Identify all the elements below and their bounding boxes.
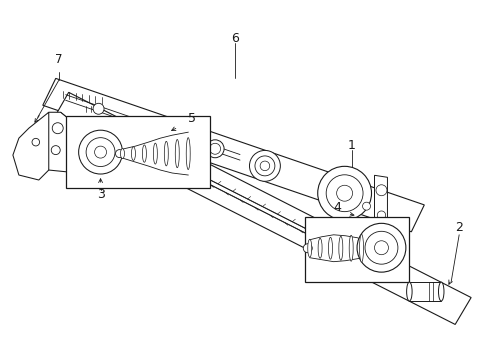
Polygon shape [374, 175, 386, 235]
Ellipse shape [318, 238, 322, 258]
Circle shape [260, 161, 269, 171]
Ellipse shape [438, 282, 443, 301]
Text: 4: 4 [333, 201, 341, 215]
Circle shape [362, 202, 370, 210]
Circle shape [206, 140, 224, 158]
Ellipse shape [175, 139, 179, 168]
Circle shape [375, 185, 386, 196]
Ellipse shape [131, 147, 135, 161]
Circle shape [51, 146, 60, 154]
Ellipse shape [142, 145, 146, 162]
Ellipse shape [338, 236, 342, 260]
Circle shape [32, 138, 40, 146]
Ellipse shape [328, 237, 332, 259]
Circle shape [364, 231, 397, 264]
Circle shape [115, 150, 123, 158]
Circle shape [377, 211, 385, 219]
Circle shape [79, 130, 122, 174]
Circle shape [209, 143, 220, 154]
Polygon shape [53, 92, 470, 324]
Text: 1: 1 [347, 139, 355, 152]
Ellipse shape [186, 138, 190, 170]
Polygon shape [39, 112, 82, 172]
Circle shape [94, 146, 106, 158]
Bar [304, 217, 408, 282]
Text: 3: 3 [97, 188, 104, 202]
Ellipse shape [153, 143, 157, 164]
Polygon shape [13, 112, 49, 180]
Ellipse shape [120, 149, 124, 159]
Ellipse shape [164, 141, 168, 166]
Text: 7: 7 [55, 53, 62, 67]
Circle shape [336, 185, 352, 201]
Circle shape [86, 138, 115, 167]
Text: 2: 2 [454, 221, 462, 234]
Ellipse shape [348, 235, 352, 261]
Polygon shape [42, 78, 424, 232]
Circle shape [374, 241, 387, 255]
Circle shape [254, 156, 274, 176]
Text: 5: 5 [188, 112, 196, 125]
Ellipse shape [359, 234, 363, 262]
Text: 6: 6 [231, 32, 239, 45]
Ellipse shape [307, 239, 311, 257]
Circle shape [93, 103, 104, 114]
Bar [65, 116, 210, 188]
Circle shape [52, 123, 63, 134]
Circle shape [249, 150, 280, 181]
Circle shape [317, 166, 371, 220]
Circle shape [325, 175, 362, 212]
Circle shape [303, 244, 312, 253]
Circle shape [356, 223, 405, 272]
Ellipse shape [406, 282, 411, 301]
